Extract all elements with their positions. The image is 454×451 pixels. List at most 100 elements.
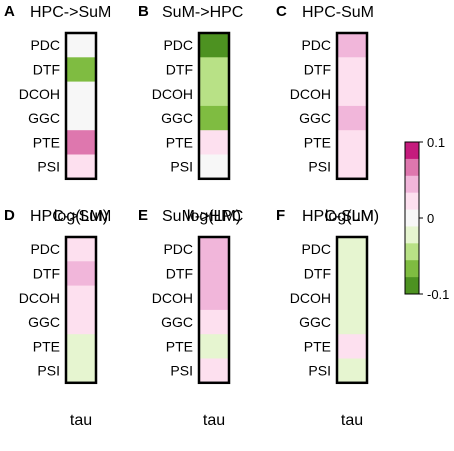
- panel-letter-e: E: [138, 207, 148, 224]
- x-axis-label: log(LM): [325, 208, 379, 225]
- heatmap-cell: [66, 33, 96, 58]
- heatmap-cell: [199, 57, 229, 83]
- row-label-ggc: GGC: [299, 314, 331, 330]
- panel-letter-f: F: [276, 207, 285, 224]
- heatmap-cell: [337, 154, 367, 180]
- heatmap-cell: [199, 334, 229, 359]
- heatmap-cell: [199, 358, 229, 384]
- heatmap-cell: [66, 285, 96, 311]
- row-label-pdc: PDC: [301, 37, 331, 53]
- row-label-ggc: GGC: [161, 110, 193, 126]
- heatmap-border: [64, 235, 98, 385]
- row-label-ggc: GGC: [299, 110, 331, 126]
- colorbar-tick-label: -0.1: [427, 287, 449, 302]
- row-label-ggc: GGC: [28, 110, 60, 126]
- heatmap-cell: [66, 334, 96, 359]
- panel-title: HPC->SuM: [30, 4, 111, 21]
- heatmap-cell: [66, 358, 96, 384]
- heatmap-cell: [66, 309, 96, 335]
- heatmap-border: [335, 235, 369, 385]
- x-axis-label: log(LM): [187, 208, 241, 225]
- panel-title: SuM->HPC: [162, 208, 243, 225]
- heatmap-cell: [199, 105, 229, 131]
- heatmap-cell: [199, 154, 229, 180]
- heatmap-cell: [337, 105, 367, 131]
- colorbar-segment: [405, 158, 419, 177]
- x-axis-label: tau: [70, 412, 92, 429]
- row-label-pdc: PDC: [30, 241, 60, 257]
- row-label-psi: PSI: [37, 159, 60, 175]
- heatmap-cell: [337, 130, 367, 155]
- colorbar-tick-label: 0: [427, 211, 434, 226]
- row-label-psi: PSI: [170, 363, 193, 379]
- row-label-psi: PSI: [308, 159, 331, 175]
- heatmap-cell: [199, 285, 229, 311]
- heatmap-cell: [66, 81, 96, 107]
- row-label-dcoh: DCOH: [290, 86, 331, 102]
- heatmap-cell: [337, 358, 367, 384]
- heatmap-cell: [66, 154, 96, 180]
- row-label-ggc: GGC: [161, 314, 193, 330]
- heatmap-cell: [199, 81, 229, 107]
- heatmap-cell: [66, 237, 96, 262]
- panel-title: HPC-SuM: [302, 4, 374, 21]
- colorbar-segment: [405, 209, 419, 227]
- row-label-dcoh: DCOH: [152, 290, 193, 306]
- row-label-pte: PTE: [166, 134, 193, 150]
- colorbar-segment: [405, 260, 419, 278]
- row-label-pte: PTE: [33, 134, 60, 150]
- row-label-pte: PTE: [166, 338, 193, 354]
- heatmap-cell: [337, 81, 367, 107]
- heatmap-cell: [337, 33, 367, 58]
- row-label-psi: PSI: [170, 159, 193, 175]
- row-label-dtf: DTF: [166, 61, 193, 77]
- panel-letter-b: B: [138, 3, 149, 20]
- colorbar-segment: [405, 175, 419, 193]
- row-label-dtf: DTF: [304, 61, 331, 77]
- colorbar-segment: [405, 142, 419, 160]
- heatmap-cell: [199, 130, 229, 155]
- row-label-dcoh: DCOH: [19, 86, 60, 102]
- panel-letter-d: D: [4, 207, 15, 224]
- heatmap-cell: [337, 57, 367, 83]
- row-label-dtf: DTF: [304, 265, 331, 281]
- heatmap-cell: [199, 237, 229, 262]
- row-label-pdc: PDC: [163, 241, 193, 257]
- colorbar-segment: [405, 226, 419, 244]
- heatmap-cell: [337, 334, 367, 359]
- heatmap-cell: [199, 261, 229, 287]
- heatmap-cell: [66, 57, 96, 83]
- row-label-dtf: DTF: [33, 265, 60, 281]
- x-axis-label: log(LM): [54, 208, 108, 225]
- heatmap-cell: [199, 33, 229, 58]
- heatmap-cell: [337, 237, 367, 262]
- heatmap-cell: [66, 130, 96, 155]
- colorbar-tick-label: 0.1: [427, 135, 445, 150]
- row-label-pte: PTE: [304, 338, 331, 354]
- panel-letter-a: A: [4, 3, 15, 20]
- row-label-pte: PTE: [33, 338, 60, 354]
- row-label-dtf: DTF: [33, 61, 60, 77]
- colorbar-segment: [405, 277, 419, 295]
- panel-title: HPC-SuM: [302, 208, 374, 225]
- panel-title: SuM->HPC: [162, 4, 243, 21]
- colorbar-segment: [405, 192, 419, 210]
- row-label-dtf: DTF: [166, 265, 193, 281]
- row-label-pdc: PDC: [163, 37, 193, 53]
- row-label-dcoh: DCOH: [152, 86, 193, 102]
- panel-letter-c: C: [276, 3, 287, 20]
- row-label-psi: PSI: [37, 363, 60, 379]
- row-label-ggc: GGC: [28, 314, 60, 330]
- heatmap-cell: [66, 261, 96, 287]
- x-axis-label: tau: [341, 412, 363, 429]
- heatmap-border: [64, 31, 98, 181]
- row-label-dcoh: DCOH: [19, 290, 60, 306]
- row-label-pte: PTE: [304, 134, 331, 150]
- heatmap-cell: [66, 105, 96, 131]
- x-axis-label: tau: [203, 412, 225, 429]
- colorbar-segment: [405, 243, 419, 261]
- heatmap-cell: [337, 309, 367, 335]
- panel-title: HPC->SuM: [30, 208, 111, 225]
- heatmap-cell: [337, 261, 367, 287]
- heatmap-cell: [199, 309, 229, 335]
